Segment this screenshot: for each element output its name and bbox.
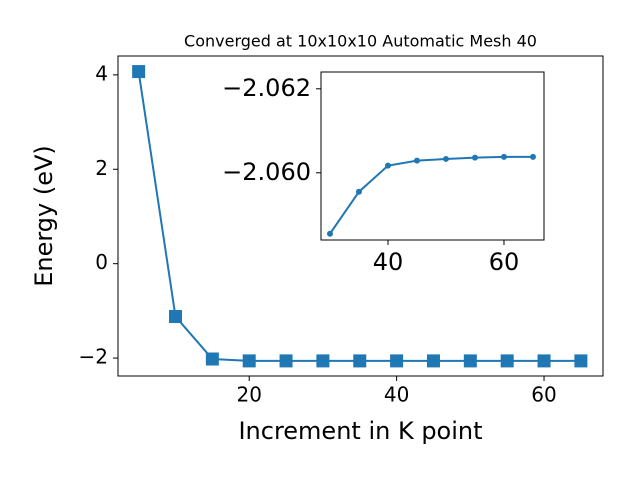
marker xyxy=(537,354,551,368)
marker xyxy=(426,354,440,368)
marker xyxy=(442,155,449,162)
marker xyxy=(574,354,588,368)
y-tick-label: −2 xyxy=(79,345,108,369)
marker xyxy=(316,354,330,368)
axes-frame xyxy=(117,55,604,377)
axes-frame xyxy=(320,71,545,241)
marker xyxy=(355,188,362,195)
x-tick-label: 40 xyxy=(373,248,404,276)
x-tick-label: 60 xyxy=(489,248,520,276)
x-axis-label: Increment in K point xyxy=(238,417,482,445)
marker xyxy=(529,153,536,160)
marker xyxy=(500,153,507,160)
marker xyxy=(279,354,293,368)
y-tick-label: 4 xyxy=(95,61,108,85)
marker xyxy=(132,65,146,79)
marker xyxy=(168,310,182,324)
marker xyxy=(242,354,256,368)
marker xyxy=(413,157,420,164)
marker xyxy=(384,162,391,169)
marker xyxy=(500,354,514,368)
x-tick-label: 20 xyxy=(236,383,261,407)
marker xyxy=(353,354,367,368)
chart-title: Converged at 10x10x10 Automatic Mesh 40 xyxy=(184,32,537,51)
y-tick-label: −2.060 xyxy=(222,158,311,186)
y-tick-label: 2 xyxy=(95,156,108,180)
y-axis-label: Energy (eV) xyxy=(30,145,58,287)
marker xyxy=(326,230,333,237)
marker xyxy=(463,354,477,368)
marker xyxy=(390,354,404,368)
x-tick-label: 40 xyxy=(384,383,409,407)
marker xyxy=(471,154,478,161)
marker xyxy=(205,352,219,366)
line xyxy=(329,155,533,235)
y-tick-label: −2.062 xyxy=(222,74,311,102)
x-tick-label: 60 xyxy=(531,383,556,407)
y-tick-label: 0 xyxy=(95,250,108,274)
